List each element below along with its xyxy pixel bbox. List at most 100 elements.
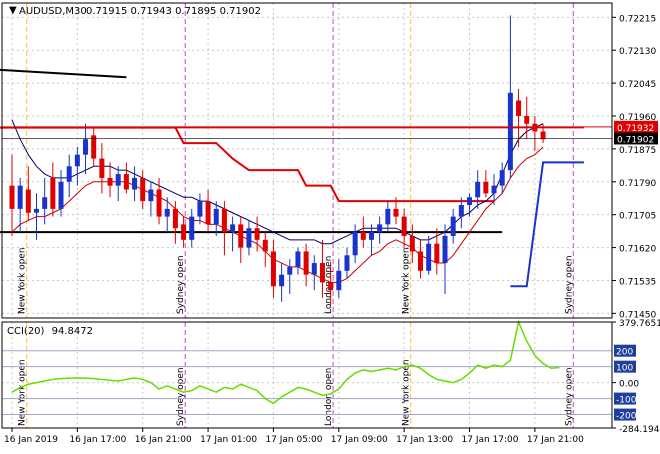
candle-body[interactable] [344,255,350,271]
trailing-stop-line [0,126,495,203]
candle-body[interactable] [246,228,252,248]
candle-body[interactable] [238,224,244,248]
candle-body[interactable] [311,263,317,275]
candle-body[interactable] [450,216,456,236]
candle-body[interactable] [393,208,399,217]
price-pane[interactable]: New York open Sydney open London open New Y… [0,3,612,318]
candle-body[interactable] [107,177,113,186]
candle-body[interactable] [295,251,301,267]
candle-body[interactable] [123,174,129,190]
cci-tick-label: -100 [616,396,637,406]
menu-arrow-icon[interactable]: ▼ [9,5,17,16]
candle-body[interactable] [74,154,80,167]
session-label: New York open [18,247,28,314]
candle-body[interactable] [540,131,546,140]
candle-body[interactable] [230,224,236,233]
candle-body[interactable] [25,189,31,213]
candle-body[interactable] [213,208,219,225]
candle-body[interactable] [9,185,15,209]
candle-body[interactable] [507,92,513,171]
time-tick-label: 17 Jan 01:00 [200,435,257,445]
price-tick-label: 0.71450 [619,310,656,320]
candle-body[interactable] [181,224,187,240]
candle-body[interactable] [270,251,276,287]
candle-body[interactable] [83,139,89,155]
candle-body[interactable] [42,197,48,209]
breakout-line [510,161,584,288]
cci-pane[interactable]: New York open Sydney open London open New Y… [2,319,612,428]
candle-body[interactable] [140,177,146,202]
price-tick-label: 0.71535 [619,277,656,287]
candle-body[interactable] [132,177,138,190]
session-label: New York open [402,359,412,426]
time-tick-label: 17 Jan 09:00 [331,435,388,445]
candle-body[interactable] [189,216,195,240]
candle-body[interactable] [442,235,448,264]
candle-body[interactable] [164,208,170,217]
candle-body[interactable] [483,181,489,194]
candle-body[interactable] [91,135,97,159]
trend-segment-line [0,68,127,79]
candle-body[interactable] [418,251,423,271]
candle-body[interactable] [385,208,391,225]
candle-body[interactable] [499,170,505,186]
candle-body[interactable] [352,232,358,256]
session-label: London open [324,368,334,426]
symbol-label: AUDUSD,M30 [19,6,87,17]
candle-body[interactable] [360,232,366,240]
candle-body[interactable] [262,239,268,252]
candle-body[interactable] [172,208,178,229]
candle-body[interactable] [532,123,538,132]
candle-body[interactable] [336,270,342,291]
cci-level-badge [614,408,636,421]
candle-body[interactable] [156,189,162,217]
candle-body[interactable] [303,251,309,275]
candle-body[interactable] [254,228,260,240]
candle-body[interactable] [66,166,72,182]
candle-body[interactable] [467,197,473,206]
candle-body[interactable] [58,181,64,209]
candle-body[interactable] [516,100,522,116]
candle-body[interactable] [409,235,415,252]
candle-body[interactable] [148,189,154,202]
price-tick-label: 0.71875 [619,146,656,156]
cci-tick-label: -200 [616,412,637,422]
candle-body[interactable] [197,201,203,217]
price-tick-label: 0.71960 [619,113,656,123]
candle-body[interactable] [205,201,211,225]
candle-body[interactable] [426,243,432,271]
candle-body[interactable] [279,274,285,287]
time-tick-label: 17 Jan 05:00 [265,435,322,445]
candle-body[interactable] [434,243,440,264]
session-label: Sydney open [564,367,574,426]
ohlc-label: 0.71915 0.71943 0.71895 0.71902 [86,6,261,17]
candle-body[interactable] [524,115,530,124]
cci-pane-frame [1,321,613,429]
candle-body[interactable] [377,224,383,233]
price-marker-label: 0.71932 [617,124,654,134]
candle-body[interactable] [401,216,407,236]
candle-body[interactable] [99,158,105,178]
candle-body[interactable] [287,266,293,275]
candle-body[interactable] [221,208,227,233]
session-label: Sydney open [564,255,574,314]
candle-body[interactable] [475,181,481,198]
candle-body[interactable] [328,282,334,291]
session-label: New York open [18,359,28,426]
cci-tick-label: -284.1944 [619,425,660,435]
candle-body[interactable] [368,232,374,240]
candle-body[interactable] [458,205,464,217]
cci-tick-label: 0.00 [619,380,639,390]
axes-layer: 0.72215 0.72130 0.72045 0.71960 0.71875 0.717… [1,2,660,445]
price-tick-label: 0.71620 [619,245,656,255]
time-tick-label: 17 Jan 13:00 [396,435,453,445]
time-tick-label: 16 Jan 17:00 [69,435,126,445]
candle-body[interactable] [115,174,121,186]
candle-body[interactable] [491,185,497,194]
candle-body[interactable] [17,185,23,209]
candle-body[interactable] [319,263,325,283]
candle-body[interactable] [34,208,40,213]
candle-body[interactable] [50,177,56,209]
